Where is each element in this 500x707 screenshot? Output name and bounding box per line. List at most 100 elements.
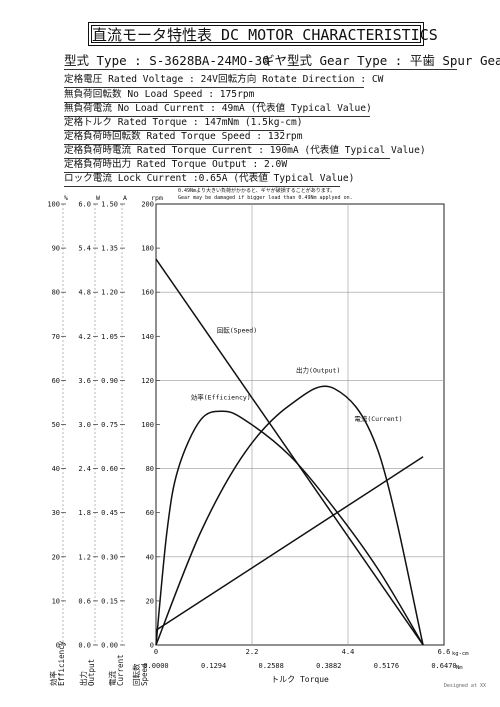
efficiency-axis-title-line: 効率 — [48, 671, 58, 686]
efficiency-axis-title: 効率 Efficiency — [48, 640, 66, 686]
output-tick-label: 2.4 — [78, 465, 91, 473]
gear-warning-en: Gear may be damaged if bigger load than … — [178, 195, 353, 201]
current-unit: A — [123, 194, 127, 202]
output-tick-label: 0.0 — [78, 642, 91, 650]
x-axis-title: トルク Torque — [271, 675, 329, 684]
current-tick-label: 0.75 — [101, 421, 118, 429]
gear-warning-jp: 0.49Nmより大きい負荷がかかると、ギヤが破損することがあります。 — [178, 187, 335, 194]
nm-unit: Nm — [456, 665, 463, 671]
current-tick-label: 0.90 — [101, 377, 118, 385]
output-unit: W — [96, 194, 100, 202]
nm-tick-label: 0.1294 — [201, 662, 226, 670]
nm-tick-label: 0.5176 — [374, 662, 399, 670]
rotate-direction: 回転方向 Rotate Direction : CW — [218, 74, 384, 85]
kgcm-tick-label: 0 — [154, 648, 158, 656]
speed-tick-label: 20 — [146, 597, 154, 605]
speed-tick-label: 140 — [141, 333, 154, 341]
efficiency-tick-label: 40 — [52, 465, 60, 473]
efficiency-tick-label: 80 — [52, 289, 60, 297]
plot-frame — [155, 203, 445, 646]
row-line — [64, 130, 284, 131]
current-tick-label: 0.45 — [101, 509, 118, 517]
speed-tick-label: 0 — [150, 642, 154, 650]
efficiency-tick-label: 100 — [47, 201, 60, 209]
nm-tick-label: 0.0000 — [143, 662, 168, 670]
speed-tick-label: 40 — [146, 553, 154, 561]
output-axis-title-line: Output — [87, 659, 96, 686]
efficiency-tick-label: 70 — [52, 333, 60, 341]
efficiency-tick-label: 20 — [52, 553, 60, 561]
row-line — [64, 186, 340, 187]
title-box: 直流モータ特性表 DC MOTOR CHARACTERISTICS — [88, 22, 438, 46]
speed-tick-label: 60 — [146, 509, 154, 517]
efficiency-unit: % — [64, 194, 68, 202]
row-line — [64, 144, 290, 145]
rated-torque-output: 定格負荷時出力 Rated Torque Output : 2.0W — [64, 159, 288, 170]
nm-tick-label: 0.3882 — [316, 662, 341, 670]
current-tick-label: 1.05 — [101, 333, 118, 341]
kgcm-unit: kg-cm — [452, 651, 469, 657]
speed-tick-label: 180 — [141, 245, 154, 253]
speed-tick-label: 200 — [141, 201, 154, 209]
nm-tick-label: 0.2588 — [259, 662, 284, 670]
speed-axis-title: 回転数 Speed — [131, 663, 149, 686]
output-tick-label: 1.8 — [78, 509, 91, 517]
current-tick-label: 0.60 — [101, 465, 118, 473]
current-tick-label: 1.35 — [101, 245, 118, 253]
output-tick-label: 5.4 — [78, 245, 91, 253]
speed-tick-label: 100 — [141, 421, 154, 429]
row-line — [64, 172, 270, 173]
output-axis-title: 出力 Output — [78, 659, 96, 686]
current-tick-label: 1.50 — [101, 201, 118, 209]
kgcm-tick-label: 2.2 — [246, 648, 259, 656]
output-curve — [155, 385, 424, 646]
designed-credit: Designed at XX — [443, 683, 486, 689]
output-tick-label: 4.2 — [78, 333, 91, 341]
rated-torque-current: 定格負荷時電流 Rated Torque Current : 190mA (代表… — [64, 145, 426, 156]
current-tick-label: 1.20 — [101, 289, 118, 297]
current-curve-label: 電流(Current) — [354, 414, 402, 423]
nm-tick-label: 0.6470 — [431, 662, 456, 670]
lock-current: ロック電流 Lock Current :0.65A (代表値 Typical V… — [64, 173, 355, 184]
page-title: 直流モータ特性表 DC MOTOR CHARACTERISTICS — [91, 25, 438, 44]
efficiency-axis-title-line: Efficiency — [57, 640, 66, 686]
current-tick-label: 0.30 — [101, 553, 118, 561]
row-line — [64, 158, 390, 159]
kgcm-tick-label: 6.6 — [438, 648, 451, 656]
gear-line: ギヤ型式 Gear Type : 平歯 Spur Gear — [262, 53, 500, 68]
output-tick-label: 0.6 — [78, 597, 91, 605]
output-tick-label: 3.6 — [78, 377, 91, 385]
efficiency-curve-label: 効率(Efficiency) — [191, 392, 251, 401]
speed-tick-label: 80 — [146, 465, 154, 473]
efficiency-tick-label: 90 — [52, 245, 60, 253]
row-line — [64, 116, 370, 117]
rated-torque: 定格トルク Rated Torque : 147mNm (1.5kg-cm) — [64, 117, 303, 128]
current-axis-title: 電流 Current — [107, 654, 125, 686]
current-axis-title-line: Current — [116, 654, 125, 686]
row-line — [64, 102, 264, 103]
efficiency-tick-label: 60 — [52, 377, 60, 385]
efficiency-tick-label: 10 — [52, 597, 60, 605]
row-line — [64, 87, 364, 88]
speed-axis-title-line: 回転数 — [131, 663, 141, 686]
output-tick-label: 4.8 — [78, 289, 91, 297]
rated-voltage: 定格電圧 Rated Voltage : 24V — [64, 74, 218, 85]
no-load-speed: 無負荷回転数 No Load Speed : 175rpm — [64, 89, 255, 100]
current-tick-label: 0.00 — [101, 642, 118, 650]
efficiency-tick-label: 0 — [56, 642, 60, 650]
output-tick-label: 3.0 — [78, 421, 91, 429]
output-tick-label: 6.0 — [78, 201, 91, 209]
model-line: 型式 Type : S-3628BA-24MO-30 — [64, 53, 270, 68]
efficiency-tick-label: 50 — [52, 421, 60, 429]
output-axis-title-line: 出力 — [78, 671, 88, 686]
no-load-current: 無負荷電流 No Load Current : 49mA (代表値 Typica… — [64, 103, 372, 114]
current-tick-label: 0.15 — [101, 597, 118, 605]
speed-curve — [155, 258, 424, 646]
speed-curve-label: 回転(Speed) — [217, 326, 257, 334]
header-divider — [64, 69, 457, 70]
kgcm-tick-label: 4.4 — [342, 648, 355, 656]
output-curve-label: 出力(Output) — [296, 365, 340, 374]
current-curve — [155, 456, 424, 631]
speed-axis-title-line: Speed — [140, 663, 149, 686]
